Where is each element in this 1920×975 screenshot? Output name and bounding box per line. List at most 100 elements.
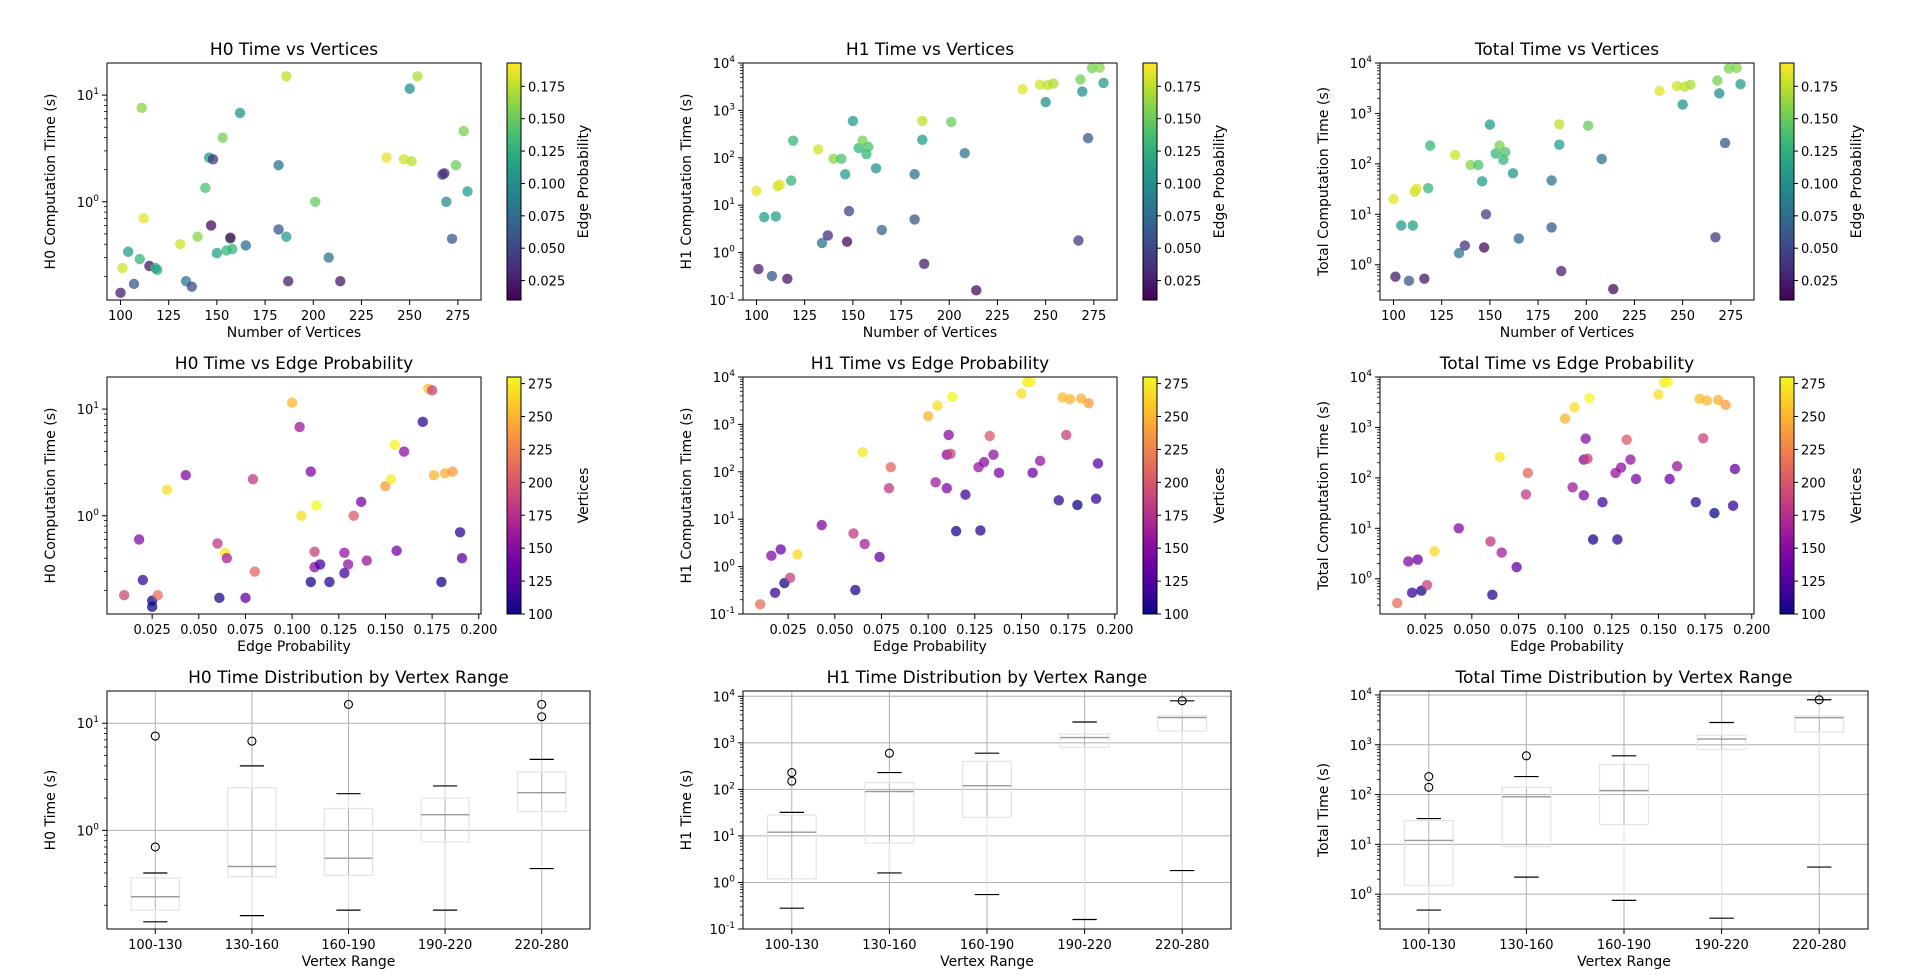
iqr-box <box>1696 734 1747 751</box>
x-tick-label: 150 <box>204 309 229 324</box>
outlier-point <box>884 748 894 758</box>
data-point <box>1412 554 1423 565</box>
y-tick-label: 101 <box>713 828 735 845</box>
data-point <box>1520 489 1532 500</box>
x-tick-label: 190-220 <box>418 938 472 953</box>
data-point <box>1422 182 1434 194</box>
x-tick-label: 220-280 <box>1155 938 1209 953</box>
y-tick-label: 100 <box>77 194 100 211</box>
panel-title: H0 Time Distribution by Vertex Range <box>188 668 509 688</box>
data-point <box>134 253 145 265</box>
y-tick-label: 102 <box>713 150 735 167</box>
x-tick-label: 130-160 <box>225 938 279 953</box>
x-tick-label: 0.175 <box>1686 623 1723 638</box>
outlier-point <box>1521 751 1531 761</box>
iqr-box <box>1794 715 1845 733</box>
data-point <box>1040 96 1051 108</box>
y-tick-label: 102 <box>713 464 735 481</box>
x-tick-label: 250 <box>1670 309 1695 324</box>
iqr-box <box>1501 786 1552 848</box>
boxplot-panel-h1_box: H1 Time Distribution by Vertex Range 100-… <box>679 668 1232 970</box>
data-point <box>1453 523 1464 534</box>
y-axis-label: H1 Time (s) <box>679 770 695 851</box>
data-point <box>971 285 982 296</box>
data-point <box>1048 78 1059 89</box>
colorbar-label: Edge Probability <box>576 125 592 239</box>
data-point <box>1421 579 1433 591</box>
data-point <box>859 538 870 550</box>
x-tick-label: 0.050 <box>816 623 853 638</box>
data-point <box>774 179 785 190</box>
data-point <box>1092 458 1104 469</box>
colorbar-tick-label: 100 <box>528 608 553 623</box>
data-point <box>885 462 897 473</box>
data-point <box>1494 451 1506 463</box>
iqr-box <box>1059 733 1110 748</box>
data-point <box>1500 147 1511 158</box>
data-point <box>943 429 954 441</box>
data-point <box>941 483 952 494</box>
colorbar-tick-label: 125 <box>1801 575 1826 590</box>
y-tick-label: 104 <box>1350 55 1373 72</box>
y-tick-label: 103 <box>1350 105 1372 122</box>
y-tick-label: 102 <box>1350 156 1372 173</box>
data-point <box>240 240 252 251</box>
x-tick-label: 0.125 <box>320 623 357 638</box>
data-point <box>863 141 874 153</box>
colorbar-label: Edge Probability <box>1849 125 1865 239</box>
data-point <box>1407 220 1418 231</box>
data-point <box>1583 120 1594 131</box>
data-point <box>850 584 861 596</box>
data-point <box>959 148 970 159</box>
data-point <box>247 474 259 485</box>
data-point <box>1507 168 1519 179</box>
data-point <box>766 270 778 282</box>
data-point <box>836 153 847 165</box>
data-point <box>1720 399 1731 411</box>
colorbar-tick-label: 175 <box>528 509 553 524</box>
colorbar-tick-label: 275 <box>1801 378 1826 393</box>
data-point <box>428 470 440 481</box>
y-tick-label: 104 <box>713 688 736 705</box>
colorbar-tick-label: 0.050 <box>528 242 565 257</box>
data-point <box>136 102 147 114</box>
data-point <box>883 483 895 494</box>
data-point <box>1485 536 1496 547</box>
x-tick-label: 100 <box>108 309 133 324</box>
data-point <box>917 115 928 127</box>
data-point <box>753 263 764 275</box>
data-point <box>1698 433 1709 444</box>
data-point <box>1735 78 1746 90</box>
data-point <box>1075 74 1086 85</box>
x-tick-label: 175 <box>253 309 278 324</box>
data-point <box>839 169 851 180</box>
data-point <box>787 135 799 146</box>
data-point <box>1671 80 1683 92</box>
data-point <box>1556 265 1567 277</box>
data-point <box>1391 597 1403 609</box>
data-point <box>932 400 943 411</box>
data-point <box>759 211 770 223</box>
data-point <box>1496 547 1507 558</box>
y-tick-label: 100 <box>713 559 736 576</box>
panel-title: Total Time vs Edge Probability <box>1439 354 1695 374</box>
x-tick-label: 160-190 <box>1597 938 1651 953</box>
data-point <box>305 466 316 477</box>
box-130-160 <box>864 748 915 874</box>
data-point <box>462 186 473 197</box>
data-point <box>1559 413 1571 424</box>
data-point <box>1731 62 1742 74</box>
data-point <box>456 553 468 564</box>
x-tick-label: 0.100 <box>1547 623 1584 638</box>
data-point <box>1554 119 1565 130</box>
data-point <box>1612 534 1623 545</box>
iqr-box <box>961 760 1012 819</box>
outlier-point <box>1814 695 1824 705</box>
outlier-point <box>787 776 797 786</box>
data-point <box>975 525 986 536</box>
y-tick-label: 103 <box>713 735 735 752</box>
x-axis-label: Edge Probability <box>237 639 351 655</box>
y-tick-label: 100 <box>1350 257 1373 274</box>
y-tick-label: 101 <box>1350 836 1372 853</box>
scatter-panel-h1_vs_vertices: H1 Time vs Vertices 100 125 150 175 200 225 250… <box>679 40 1228 341</box>
